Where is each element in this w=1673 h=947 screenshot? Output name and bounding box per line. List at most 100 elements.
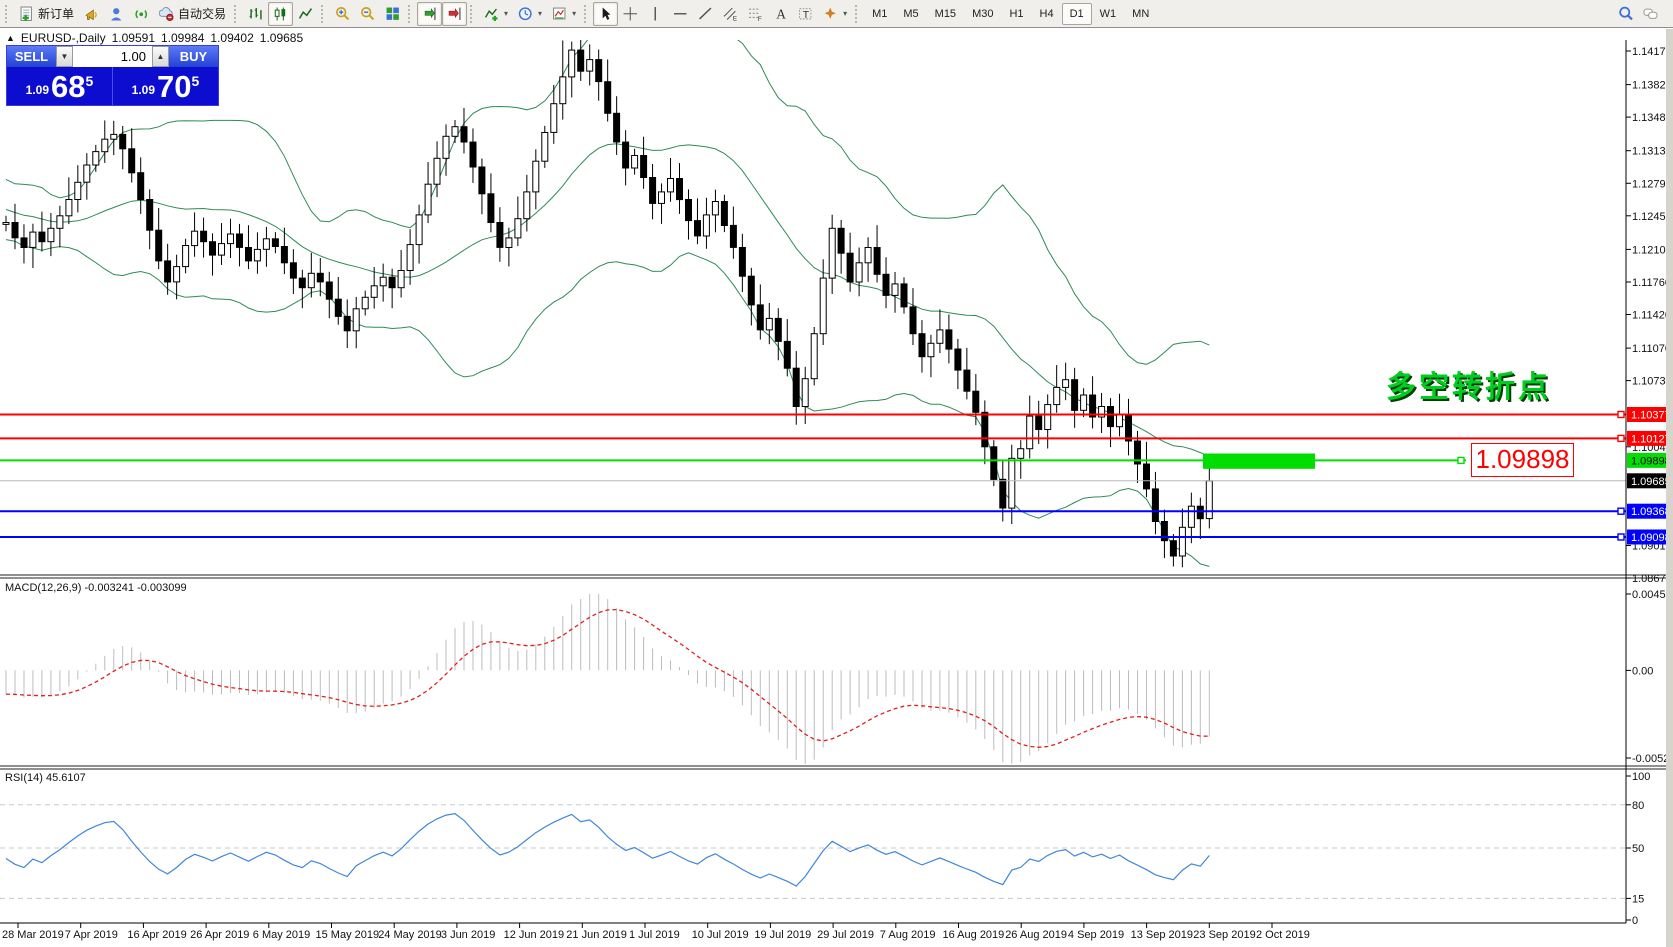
- auto-scroll-icon: [424, 7, 436, 20]
- chart-shift-icon: [448, 7, 461, 20]
- metaeditor-button[interactable]: [79, 2, 104, 26]
- axis-tick-label: 1.12790: [1632, 178, 1672, 190]
- new-order-button[interactable]: 新订单: [14, 2, 79, 26]
- hline-button[interactable]: [668, 2, 693, 26]
- svg-text:F: F: [758, 16, 762, 21]
- rectangle-zone-object[interactable]: [1203, 453, 1315, 469]
- zoom-in-button[interactable]: [330, 2, 355, 26]
- fibonacci-button[interactable]: F: [743, 2, 768, 26]
- sell-price[interactable]: 1.09 68 5: [7, 67, 112, 105]
- price-axis[interactable]: 1.14170 1.13820 1.13480 1.13130 1.12790 1.124…: [0, 40, 1673, 927]
- date-axis[interactable]: 28 Mar 2019 7 Apr 2019 16 Apr 2019 26 Apr 2…: [2, 923, 1310, 941]
- turning-point-annotation[interactable]: 多空转折点: [1386, 371, 1551, 404]
- timeframe-m30-button[interactable]: M30: [972, 7, 994, 20]
- volume-increase-button[interactable]: ▲: [152, 46, 169, 67]
- templates-button[interactable]: ▾: [547, 2, 581, 26]
- timeframe-d1-button[interactable]: D1: [1061, 2, 1092, 25]
- bollinger-middle-band[interactable]: [5, 143, 1210, 457]
- toolbar-grip: [584, 4, 589, 23]
- sell-price-big: 68: [51, 69, 86, 104]
- autotrading-button[interactable]: 自动交易: [154, 2, 231, 26]
- axis-tick-label: 0: [1632, 915, 1638, 927]
- date-tick-label: 12 Jun 2019: [504, 929, 565, 941]
- price-callout-label[interactable]: 1.09898: [1471, 443, 1574, 477]
- candlesticks: [2, 40, 1213, 568]
- trendline-button[interactable]: [693, 2, 718, 26]
- indicators-icon: [484, 8, 498, 21]
- tile-windows-button[interactable]: [380, 2, 405, 26]
- pane-separator[interactable]: [0, 765, 1666, 770]
- search-button[interactable]: [1613, 2, 1638, 26]
- bollinger-upper-band[interactable]: [5, 26, 1210, 365]
- buy-button[interactable]: BUY: [169, 46, 218, 67]
- axis-tick-label: 0.00: [1632, 665, 1653, 677]
- candlestick-button[interactable]: [268, 1, 294, 26]
- indicators-button[interactable]: ▾: [479, 2, 513, 26]
- chat-button[interactable]: [1638, 2, 1663, 26]
- hline-object-1.10127[interactable]: [0, 434, 1626, 443]
- trendline-icon: [699, 7, 712, 20]
- toolbar-grip: [470, 4, 475, 23]
- chevron-down-icon: ▾: [538, 9, 543, 18]
- axis-tick-label: 1.11760: [1632, 277, 1671, 289]
- zoom-out-icon: [361, 7, 375, 21]
- one-click-collapse-icon[interactable]: ▲: [6, 33, 15, 43]
- crosshair-button[interactable]: [618, 2, 643, 26]
- ohlc-high: 1.09984: [161, 31, 205, 45]
- chart-shift-button[interactable]: [442, 1, 468, 26]
- buy-price[interactable]: 1.09 70 5: [112, 67, 218, 105]
- date-tick-label: 28 Mar 2019: [2, 929, 64, 941]
- autotrading-icon: [159, 7, 174, 21]
- channel-button[interactable]: E: [718, 2, 743, 26]
- svg-text:1.09898: 1.09898: [1631, 455, 1671, 467]
- axis-tick-label: 0.004536: [1632, 589, 1673, 601]
- bar-chart-button[interactable]: [243, 2, 268, 26]
- timeframe-m1-button[interactable]: M1: [872, 7, 888, 20]
- text-button[interactable]: A: [768, 2, 793, 26]
- fibonacci-icon: F: [749, 8, 762, 21]
- macd-value-1: -0.003241: [84, 582, 135, 594]
- timeframe-m15-button[interactable]: M15: [934, 7, 957, 20]
- label-button[interactable]: T: [793, 2, 818, 26]
- hline-object-1.09368[interactable]: [0, 507, 1626, 515]
- hline-object-1.09098[interactable]: [0, 533, 1626, 541]
- axis-tick-label: 50: [1632, 843, 1644, 855]
- zoom-out-button[interactable]: [355, 2, 380, 26]
- date-tick-label: 7 Apr 2019: [65, 929, 118, 941]
- timeframe-mn-button[interactable]: MN: [1132, 7, 1150, 20]
- timeframe-m5-button[interactable]: M5: [903, 7, 919, 20]
- macd-value-2: -0.003099: [137, 582, 187, 594]
- metaeditor-icon: [85, 9, 97, 21]
- arrows-button[interactable]: ▾: [818, 2, 852, 26]
- rsi-pane[interactable]: [0, 804, 1626, 899]
- cursor-button[interactable]: [593, 1, 619, 26]
- auto-scroll-button[interactable]: [417, 1, 443, 26]
- volume-decrease-button[interactable]: ▼: [56, 46, 73, 67]
- vline-button[interactable]: [643, 2, 668, 26]
- vline-icon: [654, 7, 657, 21]
- one-click-trading-panel: SELL ▼ 1.00 ▲ BUY 1.09 68 5 1.09 70 5: [6, 45, 219, 106]
- periods-button[interactable]: ▾: [513, 2, 547, 26]
- date-tick-label: 10 Jul 2019: [692, 929, 749, 941]
- date-tick-label: 19 Jul 2019: [754, 929, 811, 941]
- search-icon: [1619, 6, 1633, 21]
- signals-button[interactable]: [129, 2, 154, 26]
- hline-object-1.10377[interactable]: [0, 410, 1626, 419]
- mql5-community-button[interactable]: [104, 2, 129, 26]
- timeframe-h4-button[interactable]: H4: [1039, 7, 1054, 20]
- bar-chart-icon: [249, 8, 262, 20]
- volume-input[interactable]: 1.00: [73, 46, 152, 67]
- timeframe-h1-button[interactable]: H1: [1009, 7, 1024, 20]
- sell-price-prefix: 1.09: [25, 83, 50, 97]
- date-tick-label: 29 Jul 2019: [817, 929, 874, 941]
- main-chart-pane[interactable]: [0, 26, 1626, 568]
- macd-pane[interactable]: [5, 593, 1210, 764]
- sell-button[interactable]: SELL: [7, 46, 56, 67]
- pane-separator[interactable]: [0, 574, 1666, 579]
- symbol-period-label: EURUSD-,Daily: [20, 31, 106, 45]
- window-right-strip: [1666, 29, 1673, 947]
- line-chart-button[interactable]: [293, 2, 318, 26]
- timeframe-w1-button[interactable]: W1: [1099, 7, 1117, 20]
